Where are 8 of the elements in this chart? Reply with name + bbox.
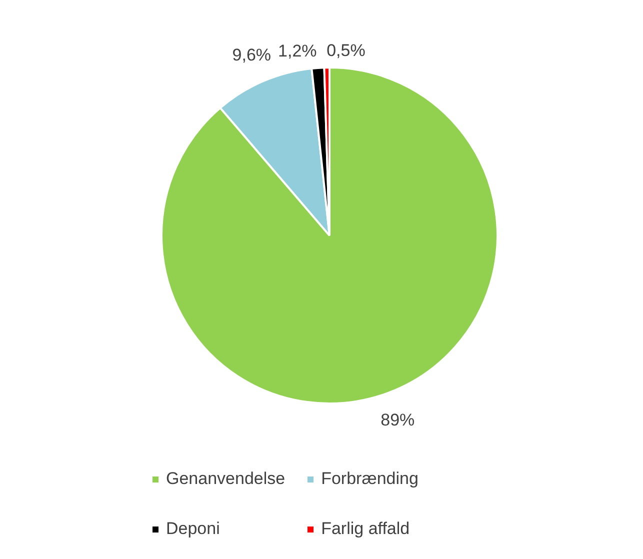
data-label: 9,6% (232, 46, 272, 65)
data-label: 0,5% (326, 41, 366, 60)
data-label: 1,2% (278, 42, 317, 61)
legend-label: Farlig affald (321, 518, 410, 540)
legend-label: Deponi (166, 518, 220, 540)
data-label: 89% (380, 410, 415, 430)
legend-label: Forbrænding (321, 468, 418, 490)
legend-label: Genanvendelse (166, 468, 286, 490)
